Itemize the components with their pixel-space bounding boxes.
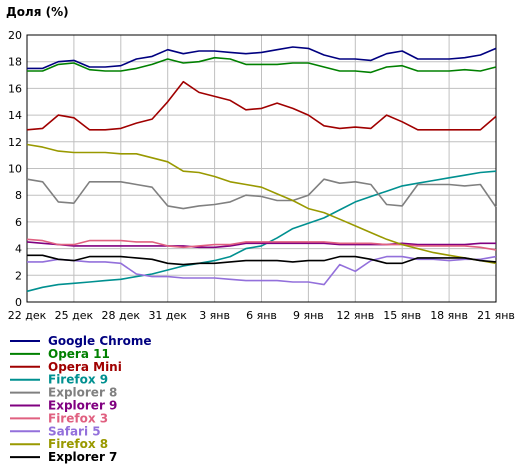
y-tick-label: 0 [15, 296, 22, 309]
x-tick-label: 9 янв [293, 309, 324, 322]
legend-item: Firefox 9 [10, 373, 108, 387]
series-line-7 [26, 238, 497, 251]
y-tick-label: 8 [15, 189, 22, 202]
series-line-9 [26, 143, 497, 265]
legend-label: Opera 11 [48, 347, 110, 361]
x-tick-label: 25 дек [55, 309, 94, 322]
series-line-5 [26, 178, 497, 210]
y-tick-label: 12 [8, 136, 22, 149]
y-tick-label: 4 [15, 243, 22, 256]
x-tick-label: 22 дек [8, 309, 47, 322]
x-tick-label: 21 янв [477, 309, 515, 322]
legend-item: Explorer 9 [10, 399, 117, 413]
legend-label: Firefox 3 [48, 411, 108, 425]
series-line-10 [27, 254, 497, 266]
y-tick-label: 20 [8, 29, 22, 42]
series-line-8 [27, 255, 497, 286]
legend-item: Google Chrome [10, 334, 152, 348]
series-line-3 [26, 80, 497, 131]
y-tick-label: 16 [8, 82, 22, 95]
legend-label: Safari 5 [48, 424, 101, 438]
x-tick-label: 6 янв [246, 309, 277, 322]
x-tick-label: 31 дек [148, 309, 187, 322]
series-line-1 [27, 46, 497, 70]
legend-label: Opera Mini [48, 360, 122, 374]
series-line-4 [26, 170, 497, 293]
legend-item: Safari 5 [10, 424, 101, 438]
x-tick-label: 15 янв [383, 309, 421, 322]
series-line-2 [27, 56, 497, 74]
x-tick-label: 28 дек [102, 309, 141, 322]
y-tick-label: 14 [8, 109, 22, 122]
x-tick-label: 12 янв [336, 309, 374, 322]
series-lines [26, 46, 497, 293]
legend-label: Google Chrome [48, 334, 152, 348]
legend-label: Explorer 8 [48, 386, 117, 400]
legend-item: Opera Mini [10, 360, 122, 374]
y-tick-label: 18 [8, 56, 22, 69]
legend-item: Firefox 8 [10, 437, 108, 451]
y-tick-label: 10 [8, 163, 22, 176]
y-tick-label: 6 [15, 216, 22, 229]
legend-label: Explorer 9 [48, 399, 117, 413]
y-tick-label: 2 [15, 269, 22, 282]
legend-item: Opera 11 [10, 347, 110, 361]
legend-item: Firefox 3 [10, 411, 108, 425]
x-tick-label: 18 янв [430, 309, 468, 322]
axis-ticks: 0 2 4 6 8 10 12 14 16 18 20 22 дек 25 дек 28 дек 31 де… [8, 29, 515, 322]
legend-label: Firefox 9 [48, 373, 108, 387]
y-axis-label: Доля (%) [6, 5, 69, 19]
legend-label: Explorer 7 [48, 450, 117, 464]
legend-item: Explorer 8 [10, 386, 117, 400]
legend-item: Explorer 7 [10, 450, 117, 464]
legend-label: Firefox 8 [48, 437, 108, 451]
x-tick-label: 3 янв [199, 309, 230, 322]
series-line-6 [26, 241, 496, 249]
plot-area [26, 34, 497, 303]
